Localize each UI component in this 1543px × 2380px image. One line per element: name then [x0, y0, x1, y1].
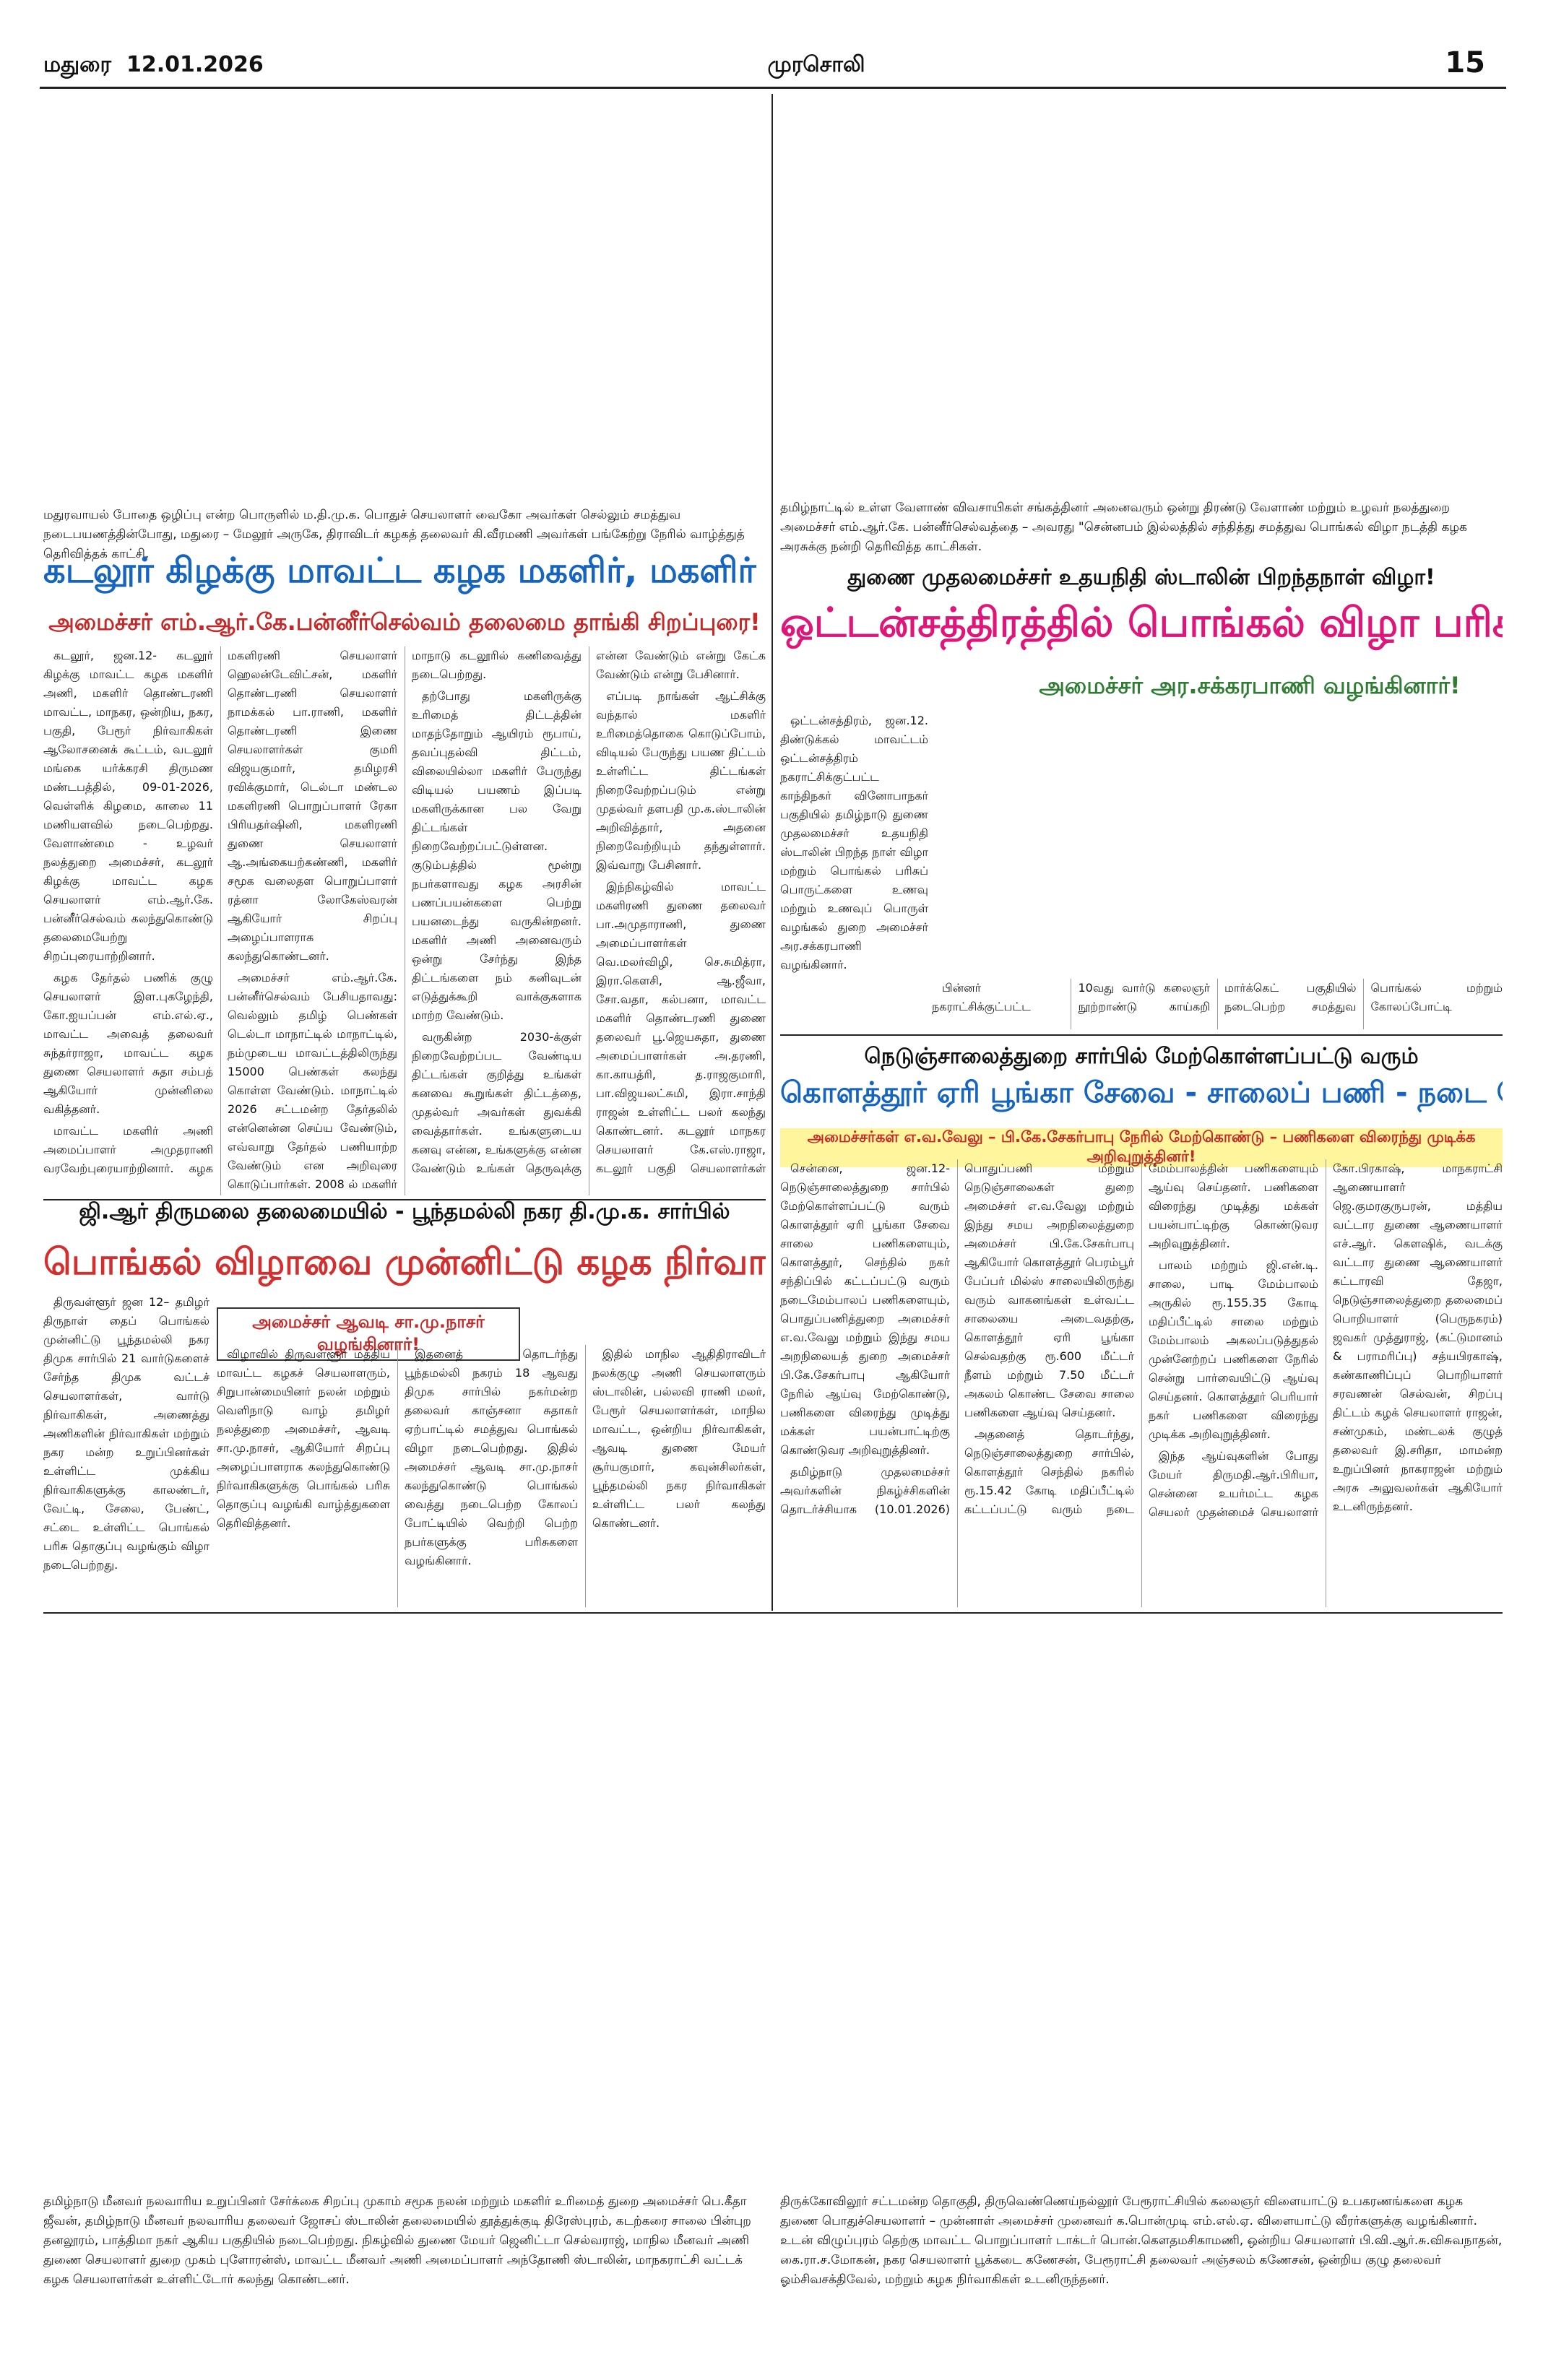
rule	[43, 1199, 766, 1200]
paragraph: விழாவில் திருவள்ளூர் மத்திய மாவட்ட கழகச்…	[217, 1347, 390, 1530]
paragraph: தற்போது மகளிருக்கு உரிமைத் திட்டத்தின் ம…	[412, 689, 582, 1022]
paper-name: முரசொலி	[767, 52, 865, 77]
header-rule	[40, 87, 1506, 89]
paragraph: பாலம் மற்றும் ஜி.என்.டி. சாலை, பாடி மேம்…	[1149, 1258, 1318, 1441]
paragraph: இதில் மாநில ஆதிதிராவிடர் நலக்குழு அணி செ…	[592, 1347, 766, 1530]
paragraph: எப்படி நாங்கள் ஆட்சிக்கு வந்தால் மகளிர் …	[596, 689, 766, 872]
date: 12.01.2026	[126, 52, 264, 77]
column-rule	[772, 94, 773, 1611]
article-body: பின்னர் நகராட்சிக்குட்பட்ட 10வது வார்டு …	[932, 979, 1503, 1029]
photo	[43, 101, 766, 502]
kicker: நெடுஞ்சாலைத்துறை சார்பில் மேற்கொள்ளப்பட்…	[864, 1044, 1419, 1069]
photo	[43, 1622, 766, 2189]
paragraph: கடலூர், ஜன.12- கடலூர் கிழக்கு மாவட்ட கழக…	[43, 649, 213, 963]
subhead: அமைச்சர்கள் எ.வ.வேலு – பி.கே.சேகர்பாபு ந…	[780, 1128, 1503, 1167]
headline: கடலூர் கிழக்கு மாவட்ட கழக மகளிர், மகளிர்…	[43, 550, 766, 591]
photo-caption: தமிழ்நாட்டில் உள்ள வேளாண் விவசாயிகள் சங்…	[780, 501, 1467, 554]
subhead: அமைச்சர் ஆவடி சா.மு.நாசர் வழங்கினார்!	[217, 1307, 520, 1361]
photo-caption: தமிழ்நாடு மீனவர் நலவாரிய உறுப்பினர் சேர்…	[43, 2194, 751, 2287]
article-body: ஒட்டன்சத்திரம், ஜன.12. திண்டுக்கல் மாவட்…	[780, 711, 928, 1029]
paragraph: திருவள்ளூர் ஜன 12– தமிழர் திருநாள் தைப் …	[43, 1295, 209, 1572]
rule	[43, 1612, 1503, 1614]
page-number: 15	[1445, 46, 1485, 79]
paragraph: ஒட்டன்சத்திரம், ஜன.12. திண்டுக்கல் மாவட்…	[780, 714, 928, 972]
subhead: அமைச்சர் அர.சக்கரபாணி வழங்கினார்!	[1039, 672, 1461, 699]
kicker: துணை முதலமைச்சர் உதயநிதி ஸ்டாலின் பிறந்த…	[847, 565, 1435, 590]
photo	[932, 711, 1503, 975]
paragraph: இதனைத் தொடர்ந்து பூந்தமல்லி நகரம் 18 ஆவத…	[405, 1347, 578, 1567]
headline: கொளத்தூர் ஏரி பூங்கா சேவை - சாலைப் பணி -…	[780, 1076, 1503, 1109]
paragraph: இந்நிகழ்வில் மாவட்ட மகளிரணி துணை தலைவர் …	[596, 880, 766, 1175]
paragraph: கழக தேர்தல் பணிக் குழு செயலாளர் இள.புகழே…	[43, 971, 213, 1116]
subhead: அமைச்சர் எம்.ஆர்.கே.பன்னீர்செல்வம் தலைமை…	[48, 608, 761, 636]
paragraph: வருகின்ற 2030-க்குள் நிறைவேற்றப்பட வேண்ட…	[412, 649, 766, 1175]
photo-caption: மதுரவாயல் போதை ஒழிப்பு என்ற பொருளில் ம.த…	[43, 508, 745, 561]
paragraph: மாவட்ட மகளிர் அணி அமைப்பாளர் அமுதராணி வர…	[43, 649, 397, 1175]
article-body: திருவள்ளூர் ஜன 12– தமிழர் திருநாள் தைப் …	[43, 1293, 209, 1607]
paragraph: அதனைத் தொடர்ந்து, நெடுஞ்சாலைத்துறை சார்ப…	[964, 1161, 1318, 1516]
kicker: ஜி.ஆர் திருமலை தலைமையில் - பூந்தமல்லி நக…	[79, 1199, 730, 1224]
article-body: கடலூர், ஜன.12- கடலூர் கிழக்கு மாவட்ட கழக…	[43, 646, 766, 1195]
paragraph: பின்னர் நகராட்சிக்குட்பட்ட 10வது வார்டு …	[932, 981, 1503, 1013]
photo	[780, 1622, 1503, 2189]
photo-caption: திருக்கோவிலூர் சட்டமன்ற தொகுதி, திருவெண்…	[780, 2194, 1503, 2287]
paragraph: சென்னை, ஜன.12- நெடுஞ்சாலைத்துறை சார்பில்…	[780, 1161, 950, 1457]
paragraph: அமைச்சர் எம்.ஆர்.கே. பன்னீர்செல்வம் பேசி…	[228, 649, 582, 1191]
rule	[780, 1034, 1503, 1036]
headline: ஒட்டன்சத்திரத்தில் பொங்கல் விழா பரிசு பொ…	[780, 600, 1503, 646]
city: மதுரை	[43, 52, 112, 77]
photo	[780, 101, 1503, 495]
article-body: விழாவில் திருவள்ளூர் மத்திய மாவட்ட கழகச்…	[217, 1345, 766, 1607]
paragraph: தமிழ்நாடு முதலமைச்சர் அவர்களின் நிகழ்ச்ச…	[780, 1161, 1134, 1516]
headline: பொங்கல் விழாவை முன்னிட்டு கழக நிர்வாகிகள…	[43, 1241, 766, 1283]
paragraph: இந்த ஆய்வுகளின் போது மேயர் திருமதி.ஆர்.ப…	[1149, 1161, 1503, 1519]
article-body: சென்னை, ஜன.12- நெடுஞ்சாலைத்துறை சார்பில்…	[780, 1159, 1503, 1607]
